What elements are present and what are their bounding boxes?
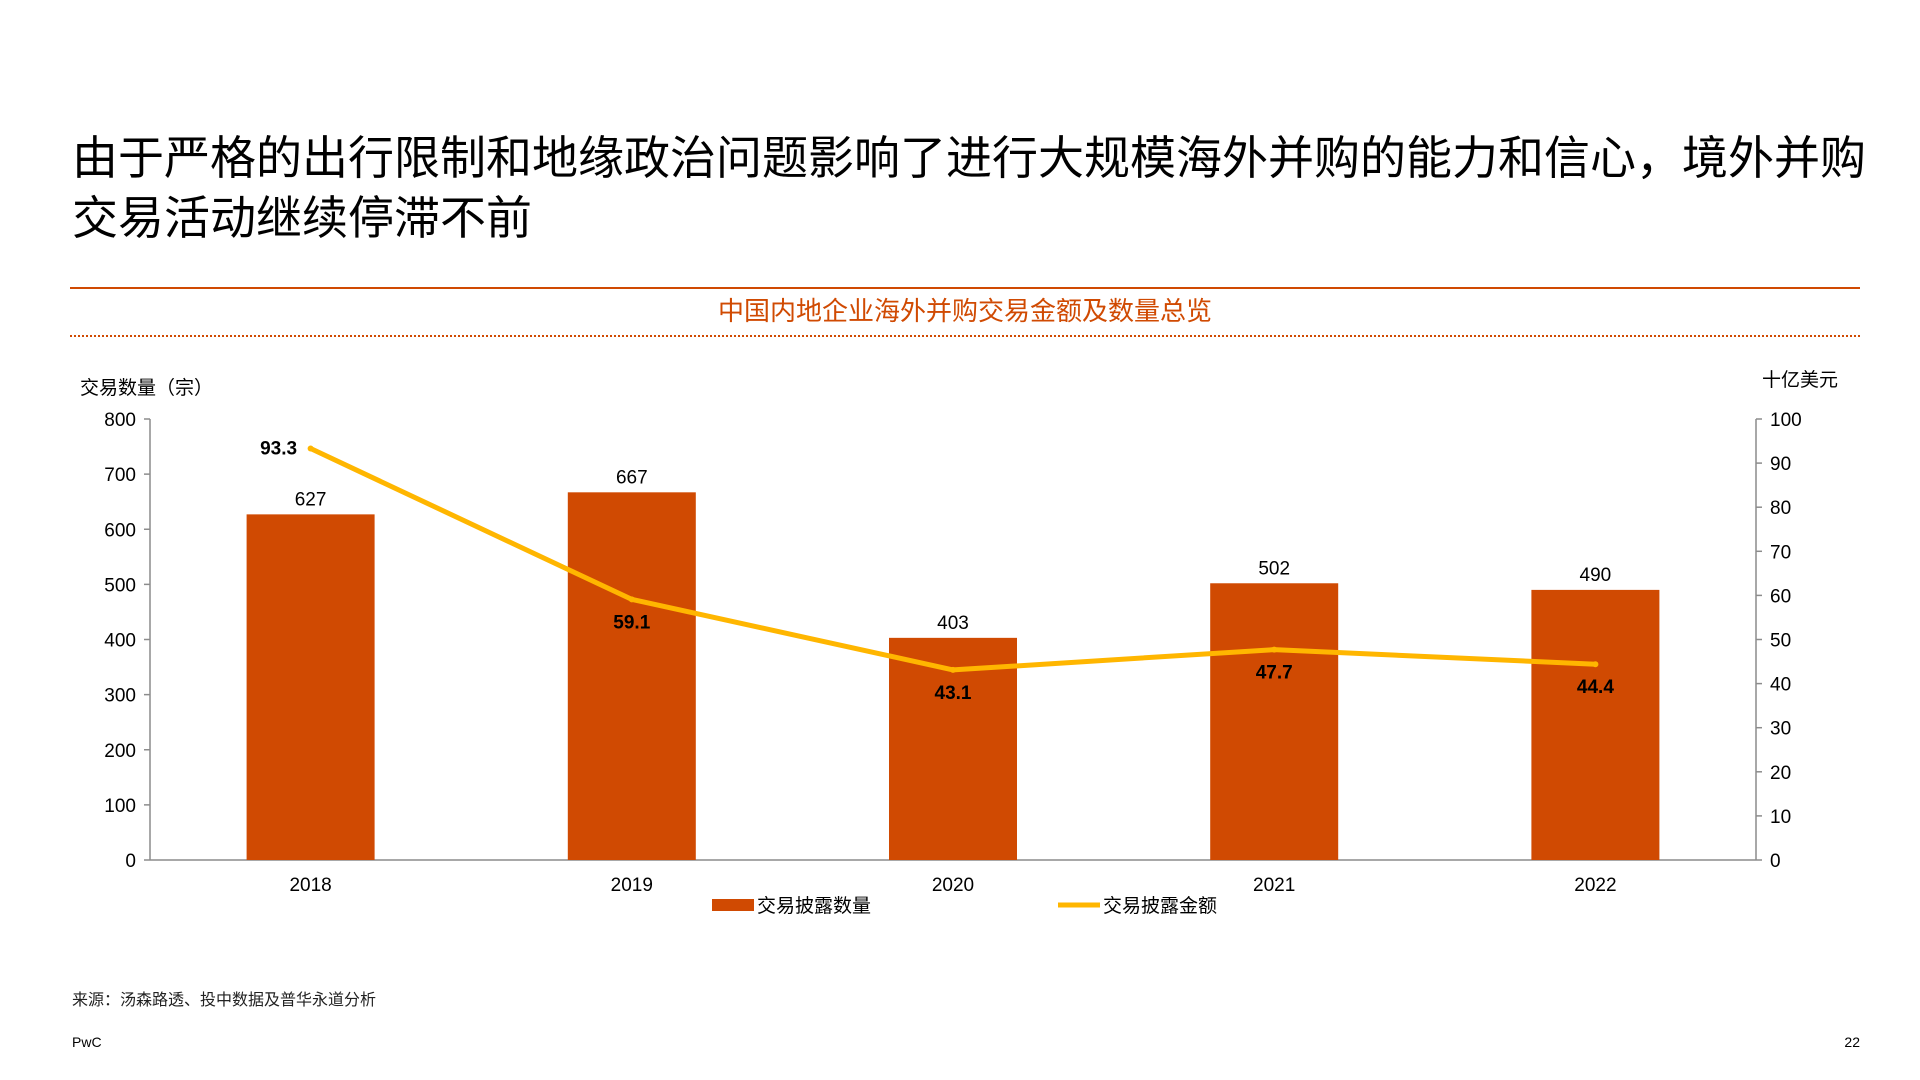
y-right-tick-label: 0 (1770, 851, 1781, 872)
y-right-tick-label: 10 (1770, 807, 1791, 828)
line-point (628, 596, 635, 603)
y-right-axis-label: 十亿美元 (1762, 369, 1838, 391)
y-right-tick-label: 70 (1770, 542, 1791, 563)
y-left-tick-label: 800 (104, 410, 136, 431)
bar-value-label: 667 (616, 467, 648, 488)
line-series: 93.3 59.1 43.1 47.7 44.4 (260, 439, 1614, 704)
bar-value-label: 490 (1580, 565, 1612, 586)
line-path (308, 446, 1598, 673)
line-value-label: 44.4 (1577, 677, 1614, 698)
bar-value-label: 403 (937, 613, 969, 634)
bar (567, 492, 696, 860)
page-number: 22 (1844, 1034, 1860, 1050)
y-right-tick-label: 100 (1770, 410, 1802, 431)
bar-value-label: 502 (1258, 558, 1290, 579)
bar (1210, 583, 1339, 860)
bar (889, 637, 1017, 860)
y-right-tick-label: 30 (1770, 719, 1791, 740)
bar (1531, 589, 1660, 860)
bar-series: 627 667 403 502 490 (246, 467, 1660, 860)
brand-label: PwC (72, 1034, 102, 1050)
legend-bar-label: 交易披露数量 (757, 895, 871, 917)
y-left-axis: 0 100 200 300 400 500 600 700 800 (104, 410, 151, 872)
line-point (307, 445, 314, 452)
bar-value-label: 627 (295, 489, 327, 510)
y-left-axis-label: 交易数量（宗） (80, 377, 213, 399)
y-left-tick-label: 300 (104, 686, 136, 707)
y-left-tick-label: 500 (104, 575, 136, 596)
y-right-tick-label: 40 (1770, 675, 1791, 696)
y-left-tick-label: 700 (104, 465, 136, 486)
y-left-tick-label: 600 (104, 520, 136, 541)
line-value-label: 59.1 (613, 612, 650, 633)
line-value-label: 43.1 (935, 683, 972, 704)
line-value-label: 47.7 (1256, 663, 1293, 684)
x-tick-label: 2022 (1574, 875, 1616, 896)
bar (246, 514, 375, 860)
source-note: 来源：汤森路透、投中数据及普华永道分析 (72, 990, 377, 1009)
chart-title: 中国内地企业海外并购交易金额及数量总览 (717, 297, 1212, 327)
y-left-tick-label: 400 (104, 631, 136, 652)
y-right-tick-label: 50 (1770, 631, 1791, 652)
line-point (950, 666, 956, 673)
x-axis: 2018 2019 2020 2021 2022 (150, 859, 1756, 896)
x-tick-label: 2021 (1253, 875, 1295, 896)
y-right-tick-label: 20 (1770, 763, 1791, 784)
y-right-tick-label: 90 (1770, 454, 1791, 475)
chart-legend: 交易披露数量 交易披露金额 (712, 895, 1217, 917)
title-divider (70, 287, 1860, 289)
legend-line-label: 交易披露金额 (1103, 895, 1217, 917)
y-right-tick-label: 60 (1770, 586, 1791, 607)
y-right-tick-label: 80 (1770, 498, 1791, 519)
line-point (1271, 646, 1278, 653)
y-left-tick-label: 100 (104, 796, 136, 817)
line-point (1592, 661, 1599, 668)
y-left-tick-label: 0 (125, 851, 136, 872)
slide-title: 由于严格的出行限制和地缘政治问题影响了进行大规模海外并购的能力和信心，境外并购交… (72, 131, 1866, 245)
x-tick-label: 2019 (611, 875, 653, 896)
x-tick-label: 2018 (289, 875, 331, 896)
y-right-axis: 0 10 20 30 40 50 60 70 80 90 100 (1755, 410, 1802, 872)
line-value-label: 93.3 (260, 439, 297, 460)
y-left-tick-label: 200 (104, 741, 136, 762)
legend-bar-swatch (712, 899, 754, 911)
x-tick-label: 2020 (932, 875, 974, 896)
chart-title-divider (70, 335, 1860, 337)
